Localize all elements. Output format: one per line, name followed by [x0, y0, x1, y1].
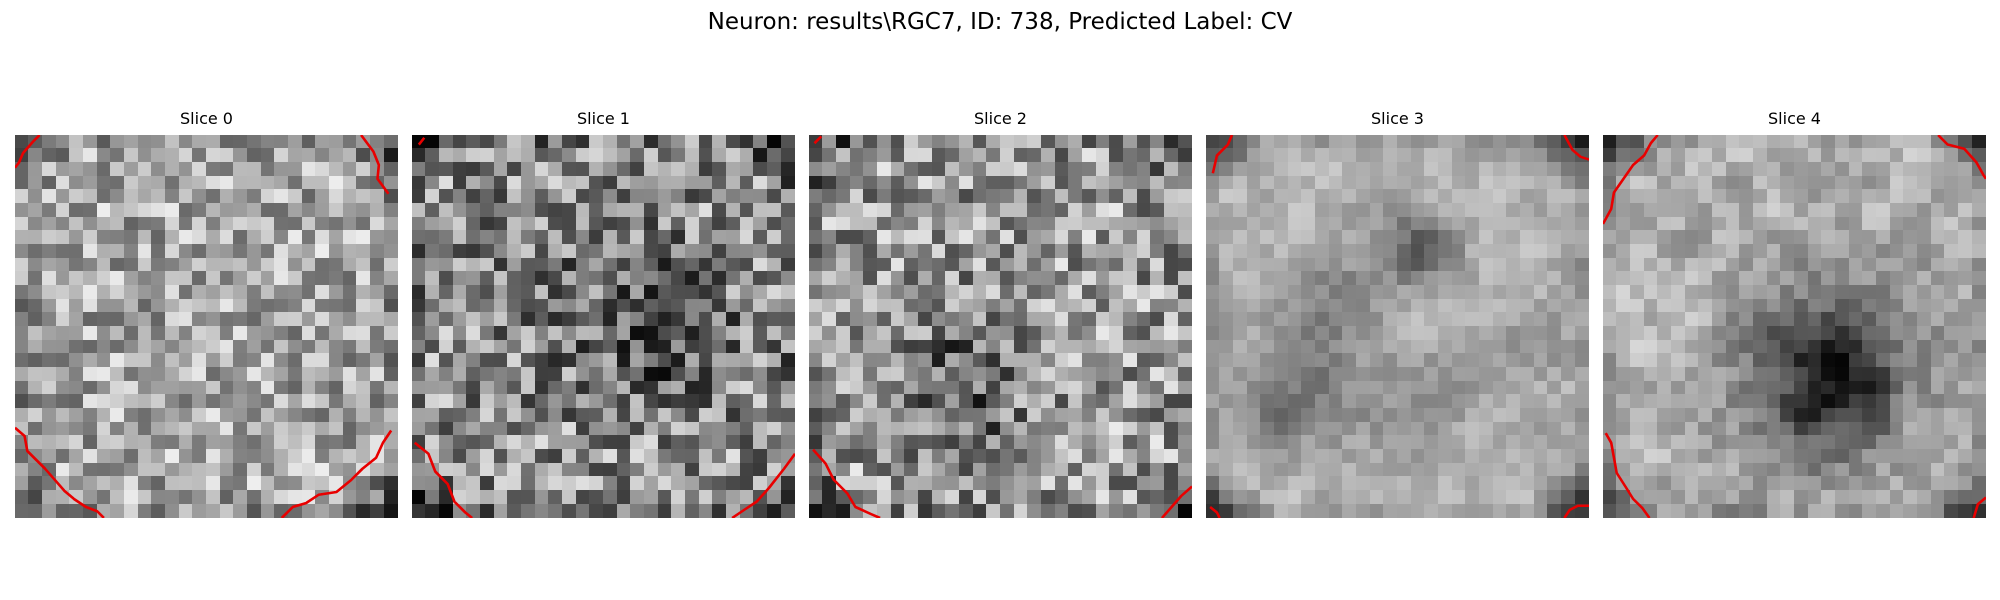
slice-panel-3: Slice 3 — [1206, 108, 1589, 518]
slice-image-3 — [1206, 135, 1589, 518]
slice-title: Slice 0 — [15, 108, 398, 130]
slice-panel-0: Slice 0 — [15, 108, 398, 518]
slice-title: Slice 4 — [1603, 108, 1986, 130]
slice-image-4 — [1603, 135, 1986, 518]
slice-image-2 — [809, 135, 1192, 518]
slice-panel-2: Slice 2 — [809, 108, 1192, 518]
slice-panel-4: Slice 4 — [1603, 108, 1986, 518]
slice-title: Slice 3 — [1206, 108, 1589, 130]
slice-title: Slice 2 — [809, 108, 1192, 130]
figure-title: Neuron: results\RGC7, ID: 738, Predicted… — [0, 6, 2000, 38]
slice-panel-1: Slice 1 — [412, 108, 795, 518]
slice-title: Slice 1 — [412, 108, 795, 130]
slice-image-0 — [15, 135, 398, 518]
slice-image-1 — [412, 135, 795, 518]
